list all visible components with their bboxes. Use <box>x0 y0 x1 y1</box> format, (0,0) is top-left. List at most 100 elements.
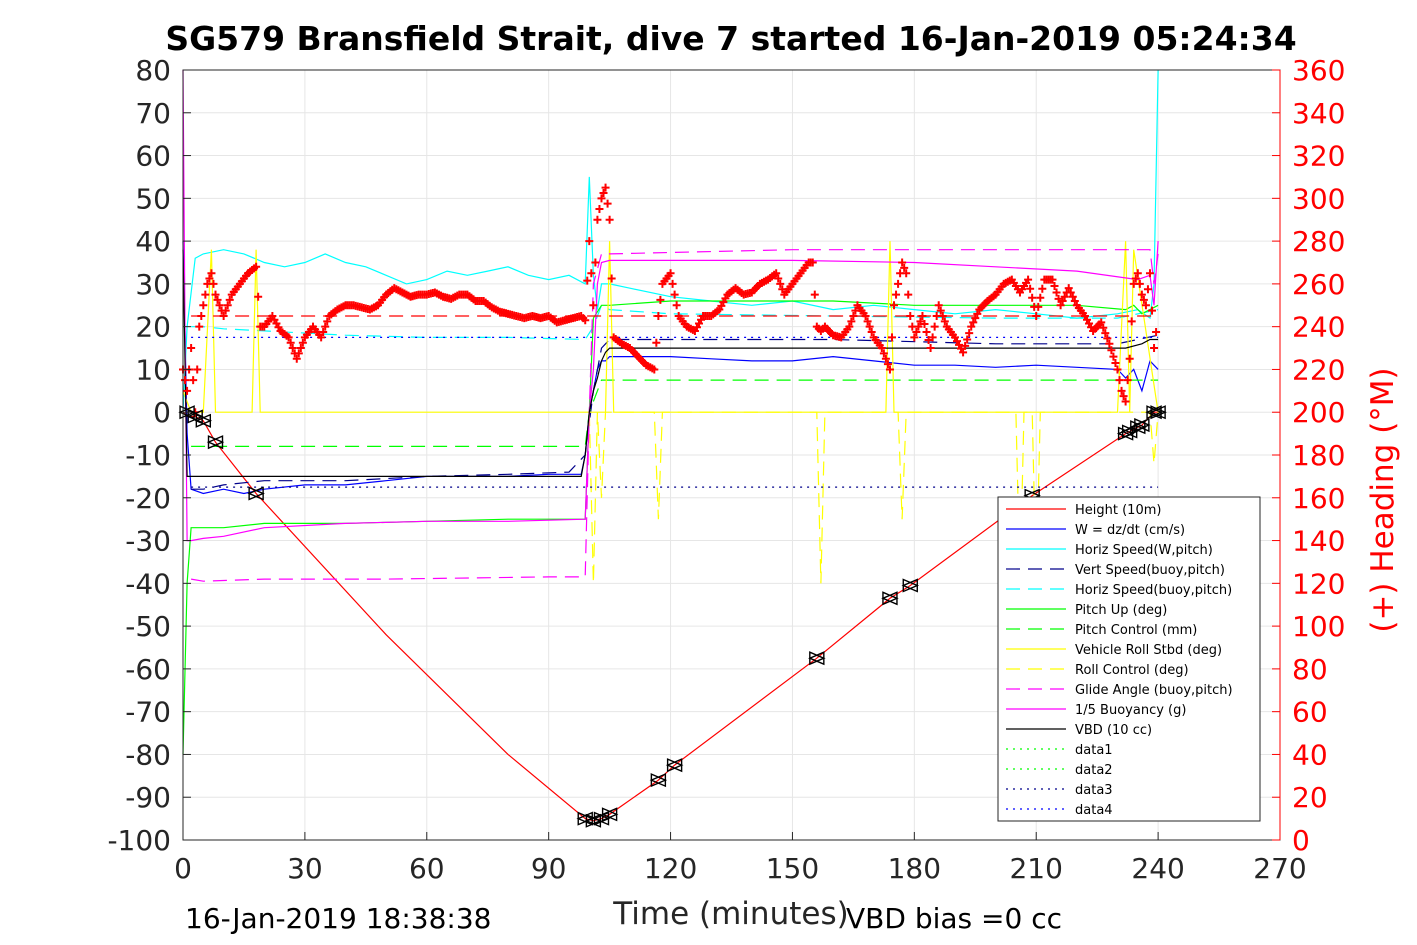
heading-point <box>918 311 927 320</box>
heading-point <box>1139 295 1148 304</box>
y-left-tick-label: -30 <box>125 525 171 558</box>
heading-point <box>1101 329 1110 338</box>
x-tick-label: 60 <box>409 852 445 885</box>
heading-point <box>205 274 214 283</box>
y-left-tick-label: -60 <box>125 653 171 686</box>
y-left-tick-label: -70 <box>125 696 171 729</box>
y-right-tick-label: 180 <box>1292 439 1345 472</box>
heading-point <box>221 306 230 315</box>
heading-point <box>1113 365 1122 374</box>
heading-point <box>1127 317 1136 326</box>
heading-point <box>1103 334 1112 343</box>
heading-point <box>288 344 297 353</box>
depth-marker-left <box>600 807 618 822</box>
x-tick-label: 210 <box>1009 852 1062 885</box>
heading-point <box>885 365 894 374</box>
heading-point <box>847 317 856 326</box>
depth-marker-left <box>881 591 898 606</box>
heading-point <box>808 258 817 267</box>
legend-label: Vehicle Roll Stbd (deg) <box>1075 643 1222 658</box>
heading-point <box>1054 294 1063 303</box>
heading-point <box>223 301 232 310</box>
heading-point <box>284 333 293 342</box>
legend-label: Height (10m) <box>1075 503 1161 518</box>
heading-point <box>585 237 594 246</box>
heading-point <box>292 354 301 363</box>
x-tick-label: 240 <box>1131 852 1184 885</box>
y-left-tick-label: 30 <box>135 268 171 301</box>
heading-point <box>189 376 198 385</box>
series-line-glide-angle-buoy-pitch <box>190 249 1159 582</box>
heading-point <box>1148 306 1157 315</box>
footer-timestamp: 16-Jan-2019 18:38:38 <box>185 902 491 935</box>
heading-point <box>973 309 982 318</box>
legend-label: Roll Control (deg) <box>1075 663 1189 678</box>
heading-point <box>1107 346 1116 355</box>
heading-point <box>867 328 876 337</box>
ticks: 0 30 60 90 120 150 180 210 240 270 80 70 60 50 40 30 20 1… <box>107 54 1345 885</box>
heading-point <box>294 349 303 358</box>
legend-label: 1/5 Buoyancy (g) <box>1075 703 1186 718</box>
heading-point <box>668 279 677 288</box>
depth-marker-left <box>592 811 610 826</box>
x-tick-label: 90 <box>531 852 567 885</box>
heading-point <box>877 344 886 353</box>
y-right-tick-label: 340 <box>1292 97 1345 130</box>
depth-marker-left <box>1133 417 1150 433</box>
heading-point <box>1058 297 1067 305</box>
heading-point <box>1125 354 1134 363</box>
y-left-tick-label: -40 <box>125 567 171 600</box>
y-right-tick-label: 160 <box>1292 482 1345 515</box>
y-right-tick-label: 120 <box>1292 567 1345 600</box>
heading-point <box>898 258 907 267</box>
y-right-tick-label: 320 <box>1292 140 1345 173</box>
heading-point <box>317 333 326 342</box>
y-left-tick-label: -80 <box>125 738 171 771</box>
heading-point <box>894 279 903 288</box>
heading-point <box>910 333 919 342</box>
depth-marker-left <box>186 409 203 424</box>
legend-label: VBD (10 cc) <box>1075 723 1152 738</box>
heading-point <box>904 290 913 299</box>
heading-point <box>965 329 974 338</box>
heading-point <box>599 188 608 197</box>
heading-point <box>1111 359 1120 368</box>
y-left-tick-label: 10 <box>135 353 171 386</box>
footer-vbd-bias: VBD bias =0 cc <box>846 902 1062 935</box>
series-line-vehicle-roll-stbd-deg <box>182 241 1159 413</box>
heading-point <box>845 322 854 331</box>
heading-point <box>1137 290 1146 299</box>
series-line-w-dz-dt-cm-s <box>182 241 1159 495</box>
heading-point <box>1048 275 1057 284</box>
depth-marker-left <box>206 435 224 450</box>
heading-point <box>207 269 216 278</box>
depth-marker-left <box>901 578 918 593</box>
legend-label: Vert Speed(buoy,pitch) <box>1075 563 1225 578</box>
heading-point <box>593 215 602 224</box>
y-left-tick-label: 40 <box>135 225 171 258</box>
heading-point <box>219 311 228 320</box>
heading-point <box>181 376 190 385</box>
depth-marker-left <box>808 651 825 666</box>
heading-point <box>286 338 295 347</box>
heading-point <box>652 338 661 347</box>
heading-point <box>887 333 896 342</box>
heading-point <box>605 215 614 224</box>
heading-point <box>963 335 972 344</box>
heading-point <box>906 311 915 320</box>
y-right-tick-label: 200 <box>1292 396 1345 429</box>
heading-point <box>1123 376 1132 385</box>
y-right-tick-label: 260 <box>1292 268 1345 301</box>
heading-point <box>1152 328 1161 337</box>
y-left-tick-label: -90 <box>125 781 171 814</box>
depth-marker-left <box>1149 405 1166 420</box>
heading-point <box>323 317 332 326</box>
y-right-tick-label: 140 <box>1292 525 1345 558</box>
heading-point <box>916 317 925 326</box>
heading-point <box>912 328 921 337</box>
heading-point <box>969 318 978 327</box>
heading-point <box>193 365 202 374</box>
y-right-tick-label: 280 <box>1292 225 1345 258</box>
heading-point <box>890 301 899 310</box>
heading-point <box>589 301 598 310</box>
